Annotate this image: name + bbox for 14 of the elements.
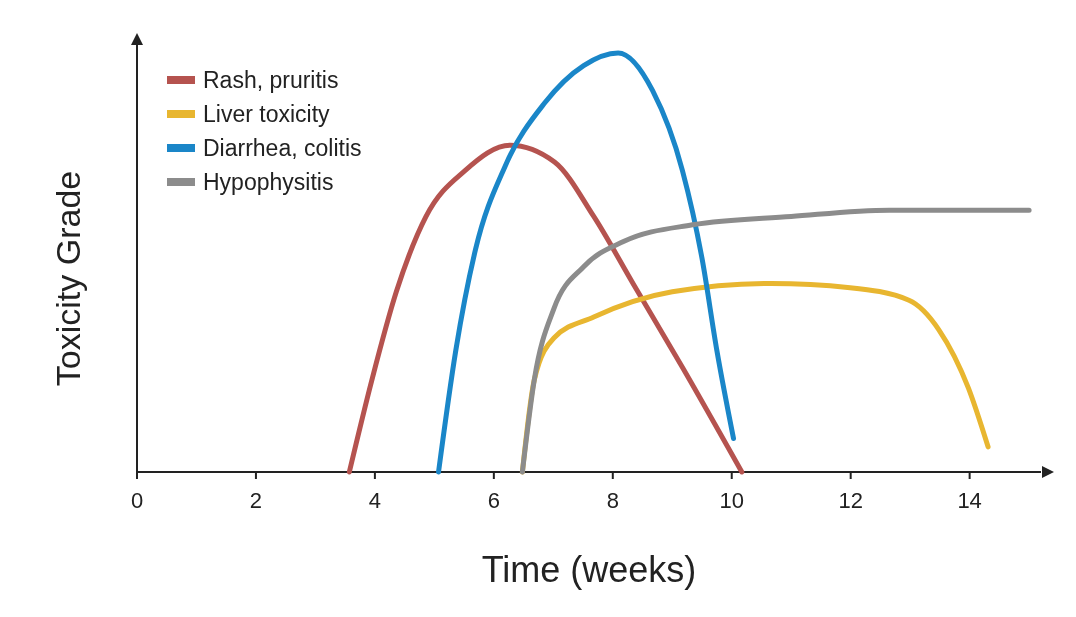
y-axis-title: Toxicity Grade bbox=[49, 170, 87, 387]
legend-label: Diarrhea, colitis bbox=[203, 135, 362, 161]
x-tick-label: 4 bbox=[368, 488, 382, 513]
legend-label: Liver toxicity bbox=[203, 101, 331, 127]
x-axis-title: Time (weeks) bbox=[481, 549, 697, 590]
x-tick-label: 14 bbox=[957, 488, 982, 513]
x-tick-label: 8 bbox=[606, 488, 619, 513]
x-tick-label: 0 bbox=[130, 488, 144, 513]
legend-label: Rash, pruritis bbox=[203, 67, 339, 93]
x-tick-label: 6 bbox=[487, 488, 500, 513]
x-tick-label: 2 bbox=[249, 488, 263, 513]
x-tick-label: 12 bbox=[838, 488, 863, 513]
x-tick-label: 10 bbox=[719, 488, 744, 513]
legend-label: Hypophysitis bbox=[203, 169, 334, 195]
